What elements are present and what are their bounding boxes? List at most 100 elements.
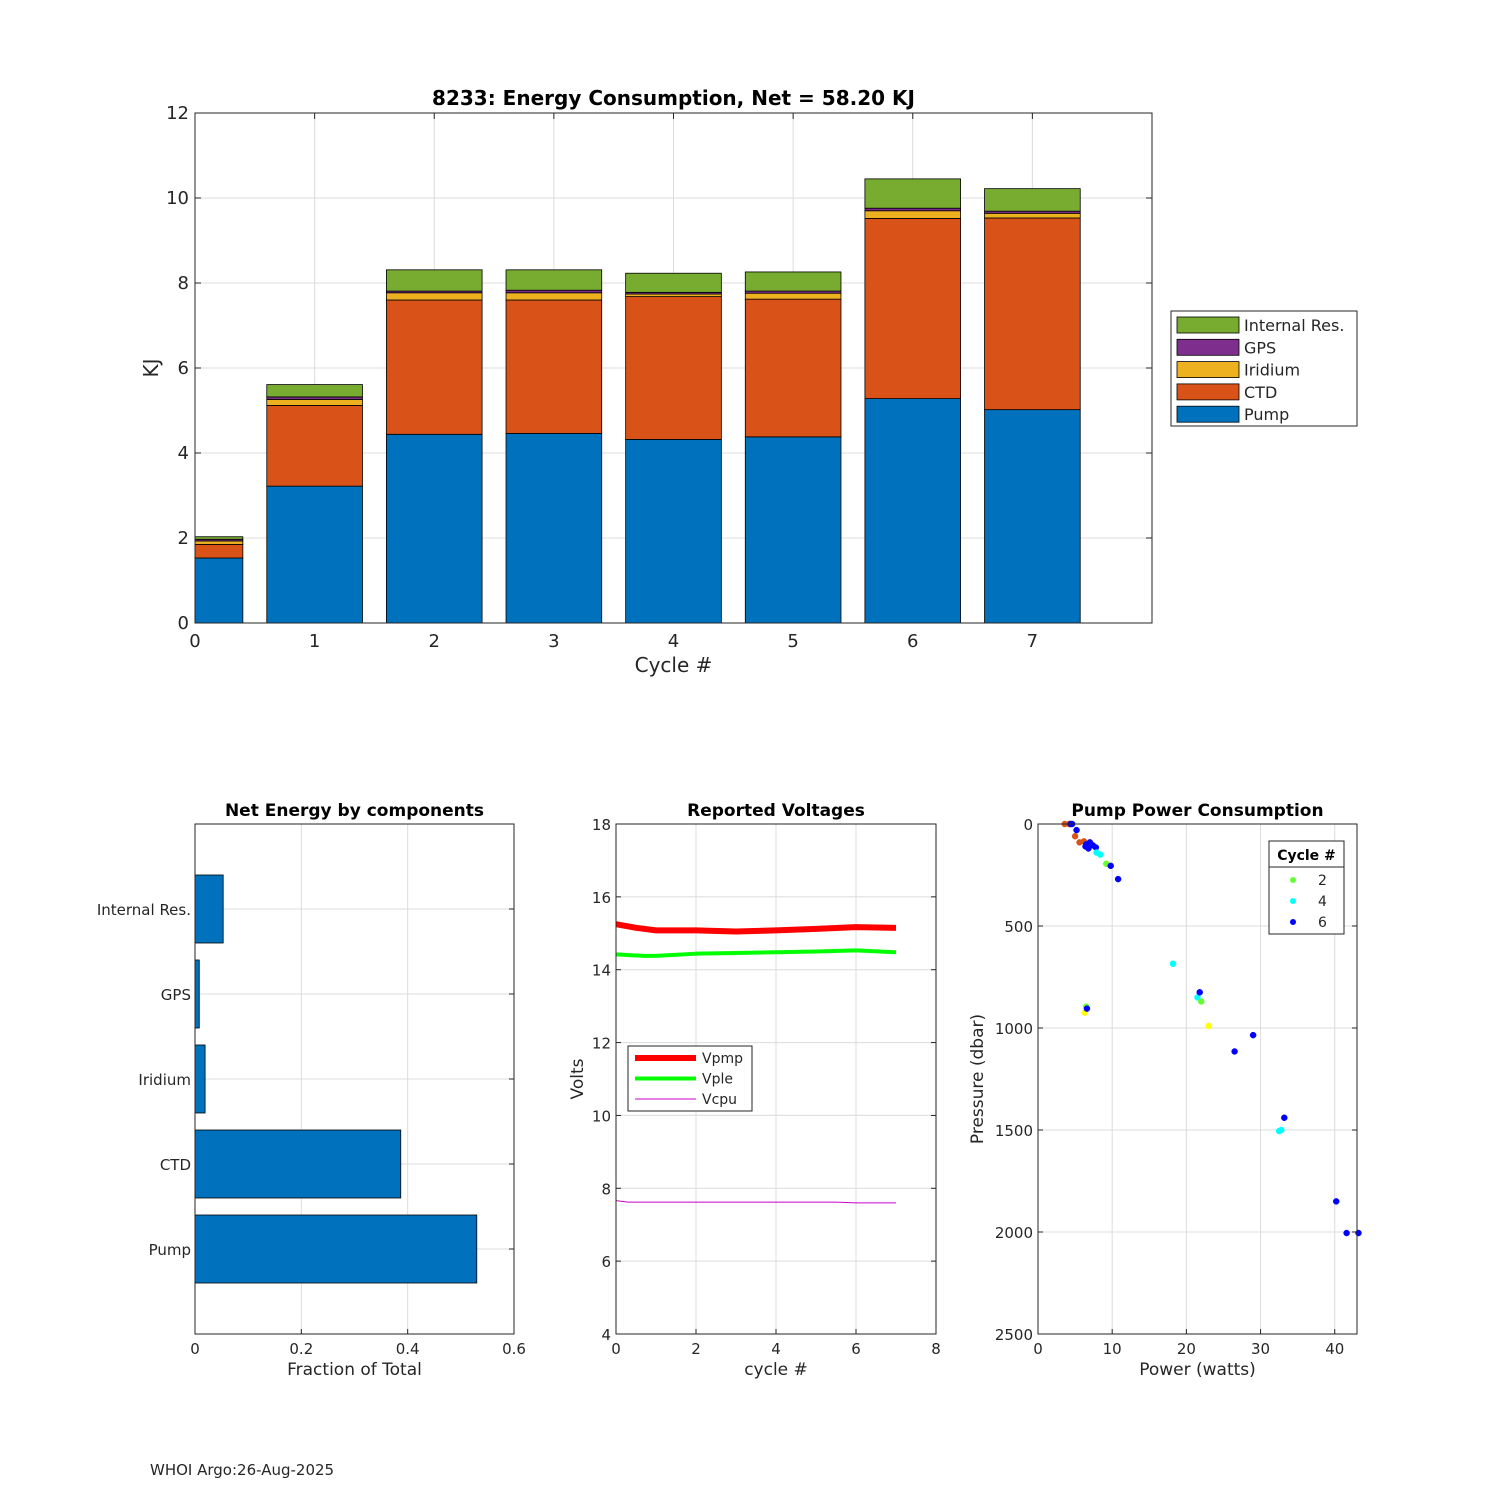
pump-power-point [1197,998,1205,1005]
pump-power-legend-label: 6 [1318,915,1327,931]
pump-power-axes-box [1037,823,1358,1335]
voltage-line-vcpu [615,1200,896,1204]
energy-bar-internal [625,272,722,293]
energy-legend: Internal Res. GPS Iridium CTD Pump [1170,310,1358,427]
energy-legend-label: GPS [1244,338,1276,357]
energy-y-tick-label: 4 [178,443,189,464]
net-energy-bar [194,959,200,1029]
net-energy-bar [194,1214,478,1284]
voltage-legend: Vpmp Vple Vcpu [627,1045,753,1112]
pump-power-point [1083,1005,1091,1012]
energy-bar-ctd [385,299,483,435]
pump-power-legend-box [1268,840,1345,935]
energy-y-tick-label: 8 [178,273,189,294]
voltage-chart: 0 2 4 6 8 4 6 8 10 12 14 16 18 Reported Voltages cycle… [568,801,941,1380]
pump-power-legend-marker [1290,898,1296,904]
pump-power-point [1169,960,1177,967]
voltage-y-label: Volts [568,1058,588,1099]
pump-power-legend-title: Cycle # [1277,848,1336,864]
voltage-line-vple [615,948,897,958]
energy-legend-swatch-ctd [1176,383,1240,401]
net-energy-bar [194,1044,206,1114]
energy-bar-pump [744,436,842,624]
voltage-x-tick-label: 4 [771,1340,781,1358]
energy-bar-iridium [744,292,842,300]
net-energy-bar [194,1129,402,1199]
pump-power-title: Pump Power Consumption [1071,801,1323,821]
energy-y-label: KJ [139,358,163,377]
energy-bar-internal [266,384,363,398]
energy-bar-ctd [625,296,722,440]
pump-power-point [1205,1022,1212,1030]
pump-power-y-tick-label: 1000 [995,1020,1033,1038]
pump-power-point [1278,1126,1285,1134]
energy-axes-box [194,112,1153,624]
energy-legend-swatch-iridium [1176,361,1240,379]
net-energy-y-tick-label: Internal Res. [97,901,191,919]
voltage-y-tick-label: 16 [592,889,611,907]
pump-power-point [1281,1114,1288,1122]
energy-y-tick-label: 6 [178,358,189,379]
pump-power-point [1343,1229,1350,1237]
voltage-y-tick-label: 4 [601,1326,611,1344]
energy-bar-ctd [984,217,1081,411]
energy-bar-internal [385,269,483,292]
net-energy-x-tick-label: 0.2 [289,1340,313,1358]
energy-legend-label: Internal Res. [1244,316,1344,335]
energy-bar-internal [864,178,962,209]
energy-bar-ctd [864,217,962,399]
pump-power-x-tick-label: 0 [1033,1340,1043,1358]
energy-y-tick-label: 0 [178,613,189,634]
energy-bar-pump [984,409,1081,624]
energy-legend-label: CTD [1244,383,1277,402]
energy-bar-iridium [385,292,483,301]
pump-power-x-tick-label: 20 [1177,1340,1196,1358]
voltage-x-tick-label: 6 [851,1340,861,1358]
net-energy-y-tick-label: Iridium [138,1071,191,1089]
energy-x-tick-label: 4 [668,631,679,652]
energy-x-tick-label: 2 [429,631,440,652]
energy-bar-iridium [266,399,363,406]
energy-x-tick-label: 7 [1027,631,1038,652]
pump-power-x-label: Power (watts) [1139,1360,1256,1380]
energy-bar-pump [864,398,962,624]
energy-y-tick-label: 10 [166,188,189,209]
net-energy-title: Net Energy by components [225,801,484,821]
energy-bar-iridium [505,292,603,301]
pump-power-point [1249,1031,1257,1039]
energy-y-tick-label: 12 [166,103,189,124]
pump-power-y-tick-label: 1500 [995,1122,1033,1140]
net-energy-y-tick-label: Pump [149,1241,191,1259]
voltage-x-tick-label: 8 [931,1340,941,1358]
pump-power-point [1332,1198,1340,1205]
energy-bar-internal [744,271,842,292]
pump-power-point [1355,1229,1362,1237]
pump-power-y-tick-label: 500 [1004,918,1033,936]
energy-bar-pump [625,438,722,624]
pump-power-x-tick-label: 10 [1103,1340,1122,1358]
pump-power-point [1073,826,1080,834]
pump-power-point [1071,832,1079,840]
pump-power-y-tick-label: 2000 [995,1224,1033,1242]
energy-bar-internal [505,269,603,291]
pump-power-legend-marker [1290,877,1296,883]
energy-title: 8233: Energy Consumption, Net = 58.20 KJ [432,86,915,110]
energy-x-label: Cycle # [635,653,713,677]
voltage-y-tick-label: 6 [601,1253,611,1271]
pump-power-y-label: Pressure (dbar) [968,1014,988,1144]
pump-power-legend-label: 2 [1318,873,1327,889]
energy-bar-iridium [194,540,244,545]
footer-stamp: WHOI Argo:26-Aug-2025 [150,1461,335,1479]
voltage-y-tick-label: 12 [592,1035,611,1053]
pump-power-point [1097,851,1104,858]
energy-bar-ctd [505,299,603,434]
energy-bar-ctd [744,298,842,438]
voltage-x-tick-label: 0 [611,1340,621,1358]
energy-x-tick-label: 5 [787,631,798,652]
energy-y-tick-label: 2 [178,528,189,549]
energy-bar-ctd [266,404,363,487]
net-energy-axes-box [194,823,515,1335]
voltage-legend-label: Vcpu [702,1092,737,1108]
pump-power-legend: Cycle # 2 4 6 [1268,840,1345,935]
